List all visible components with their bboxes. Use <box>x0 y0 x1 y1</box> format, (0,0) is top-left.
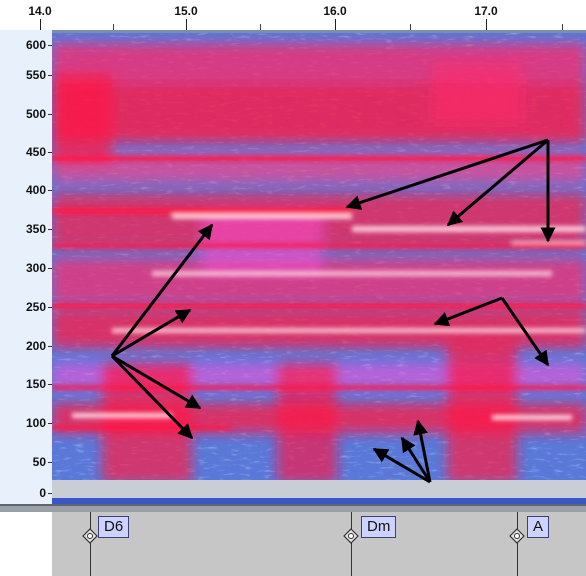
annotation-arrow <box>413 419 432 483</box>
annotation-arrow <box>111 308 192 358</box>
baseline-band <box>52 498 586 504</box>
spectrum-energy-clouds <box>52 43 586 483</box>
freq-tick-mark <box>48 152 52 153</box>
spectrogram-canvas <box>52 33 586 504</box>
freq-tick-mark <box>48 462 52 463</box>
chord-label[interactable]: D6 <box>98 516 130 538</box>
chord-lane[interactable]: D6 Dm A <box>52 512 586 576</box>
time-minor-tick <box>260 24 261 30</box>
freq-tick-label: 200 <box>25 339 46 353</box>
freq-tick-label: 350 <box>25 222 46 236</box>
freq-tick-label: 550 <box>25 68 46 82</box>
freq-tick-label: 0 <box>39 486 46 500</box>
freq-tick-label: 50 <box>32 455 46 469</box>
chord-label[interactable]: A <box>527 516 550 538</box>
freq-tick-mark <box>48 114 52 115</box>
annotation-arrow <box>400 436 432 483</box>
chord-track: D6 Dm A <box>0 512 586 576</box>
chord-pin-icon[interactable] <box>509 528 525 544</box>
chord-marker-line <box>351 512 352 576</box>
freq-tick-label: 500 <box>25 107 46 121</box>
annotation-arrow <box>110 223 214 357</box>
freq-tick-mark <box>48 75 52 76</box>
time-minor-tick <box>113 24 114 30</box>
time-tick-label: 16.0 <box>323 4 347 18</box>
time-tick-label: 14.0 <box>28 4 52 18</box>
annotation-arrow <box>110 354 194 440</box>
freq-tick-label: 150 <box>25 377 46 391</box>
time-tick-label: 17.0 <box>474 4 498 18</box>
annotation-arrow <box>446 138 549 227</box>
freq-tick-label: 300 <box>25 261 46 275</box>
annotation-arrows <box>110 138 556 484</box>
freq-tick-label: 450 <box>25 145 46 159</box>
freq-tick-label: 100 <box>25 416 46 430</box>
time-tick-mark <box>335 19 336 30</box>
time-minor-tick <box>410 24 411 30</box>
freq-tick-mark <box>48 45 52 46</box>
freq-tick-mark <box>48 307 52 308</box>
freq-tick-label: 600 <box>25 38 46 52</box>
time-minor-tick <box>562 24 563 30</box>
chord-marker-line <box>90 512 91 576</box>
time-tick-label: 15.0 <box>174 4 198 18</box>
freq-tick-mark <box>48 190 52 191</box>
freq-tick-mark <box>48 268 52 269</box>
freq-tick-mark <box>48 384 52 385</box>
harmonic-lines <box>52 156 586 430</box>
annotation-arrow <box>372 447 431 484</box>
track-divider <box>0 504 586 514</box>
freq-tick-mark <box>48 493 52 494</box>
time-tick-mark <box>486 19 487 30</box>
freq-tick-label: 250 <box>25 300 46 314</box>
chord-label[interactable]: Dm <box>361 516 397 538</box>
annotation-arrow <box>433 296 503 327</box>
chord-pin-icon[interactable] <box>343 528 359 544</box>
chord-pin-icon[interactable] <box>82 528 98 544</box>
annotation-arrow <box>345 138 549 210</box>
time-ruler[interactable]: 14.0 15.0 16.0 17.0 <box>0 0 586 30</box>
spectrogram-view[interactable] <box>52 30 586 504</box>
chord-marker-line <box>517 512 518 576</box>
time-tick-mark <box>40 19 41 30</box>
freq-tick-mark <box>48 423 52 424</box>
annotation-arrow <box>111 354 202 410</box>
freq-tick-mark <box>48 346 52 347</box>
freq-tick-mark <box>48 229 52 230</box>
freq-tick-label: 400 <box>25 183 46 197</box>
annotation-arrow <box>500 297 550 367</box>
time-tick-mark <box>186 19 187 30</box>
frequency-axis: 600 550 500 450 400 350 300 250 200 150 … <box>0 30 53 504</box>
